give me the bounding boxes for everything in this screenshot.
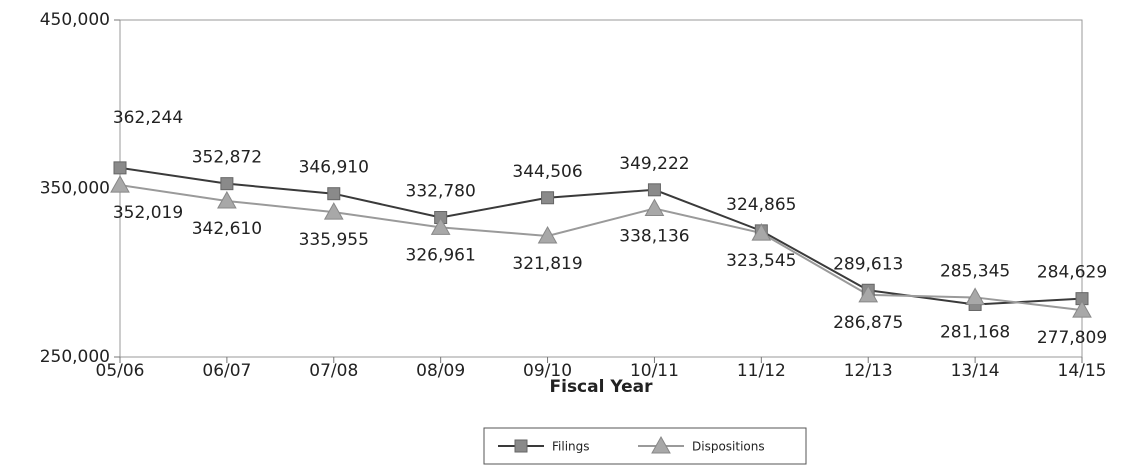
legend: Filings Dispositions — [483, 427, 807, 465]
data-point — [541, 191, 555, 205]
data-label: 338,136 — [619, 226, 689, 246]
data-point — [751, 223, 772, 241]
series-line — [119, 184, 1083, 312]
data-label: 346,910 — [299, 158, 369, 178]
legend-label: Dispositions — [692, 440, 765, 454]
y-tick-label: 350,000 — [40, 179, 110, 199]
data-point — [858, 284, 879, 303]
data-label: 286,875 — [833, 313, 903, 333]
legend-label: Filings — [552, 440, 590, 454]
series-line — [119, 166, 1083, 306]
data-point — [110, 175, 130, 193]
x-tick-label: 05/06 — [96, 361, 145, 381]
y-tick-label: 250,000 — [40, 347, 110, 367]
data-label: 335,955 — [299, 230, 369, 250]
data-point — [965, 287, 985, 305]
data-label: 342,610 — [192, 219, 262, 239]
data-label: 332,780 — [406, 182, 476, 202]
x-tick-label: 06/07 — [202, 361, 251, 381]
data-label: 289,613 — [833, 254, 903, 274]
data-point — [217, 190, 237, 209]
data-label: 344,506 — [512, 162, 582, 182]
data-point — [220, 177, 234, 191]
data-point — [430, 217, 451, 235]
data-label: 352,872 — [192, 148, 262, 168]
data-point — [327, 187, 341, 201]
plot-area — [119, 19, 1083, 358]
x-tick-label: 09/10 — [523, 361, 572, 381]
x-tick-label: 08/09 — [416, 361, 465, 381]
x-tick-label: 13/14 — [951, 361, 1000, 381]
data-label: 277,809 — [1037, 328, 1107, 348]
x-axis-title: Fiscal Year — [550, 377, 654, 397]
x-tick-label: 12/13 — [844, 361, 893, 381]
data-label: 284,629 — [1037, 263, 1107, 283]
x-tick-label: 07/08 — [309, 361, 358, 381]
data-point — [537, 225, 558, 244]
data-label: 326,961 — [406, 245, 476, 265]
data-label: 352,019 — [113, 203, 183, 223]
data-label: 349,222 — [619, 154, 689, 174]
data-label: 362,244 — [113, 108, 183, 128]
y-tick-label: 450,000 — [40, 10, 110, 30]
data-label: 281,168 — [940, 322, 1010, 342]
data-point — [323, 202, 344, 220]
data-point — [1072, 300, 1092, 318]
data-point — [644, 198, 665, 216]
x-tick-label: 10/11 — [630, 361, 679, 381]
data-label: 323,545 — [726, 251, 796, 271]
legend-marker — [651, 435, 671, 454]
legend-marker — [514, 439, 528, 453]
data-label: 285,345 — [940, 261, 1010, 281]
x-tick-label: 14/15 — [1058, 361, 1107, 381]
data-point — [113, 161, 127, 175]
data-label: 324,865 — [726, 195, 796, 215]
data-point — [647, 183, 661, 197]
data-label: 321,819 — [512, 254, 582, 274]
x-tick-label: 11/12 — [737, 361, 786, 381]
